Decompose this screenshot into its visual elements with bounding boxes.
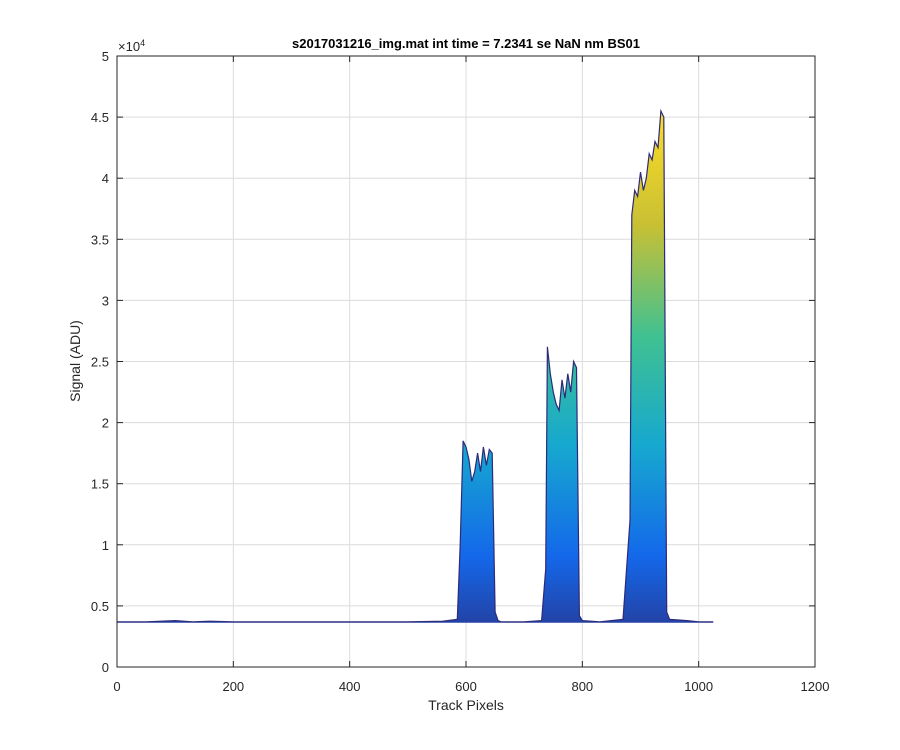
y-tick-label: 2.5 [91, 355, 109, 370]
chart-title: s2017031216_img.mat int time = 7.2341 se… [292, 36, 640, 51]
y-exponent-label: ×104 [118, 38, 145, 54]
x-tick-label: 1200 [801, 679, 830, 694]
y-tick-label: 4 [102, 171, 109, 186]
y-tick-label: 0 [102, 660, 109, 675]
x-axis-label: Track Pixels [428, 697, 504, 713]
y-tick-label: 2 [102, 416, 109, 431]
x-tick-label: 600 [455, 679, 477, 694]
y-exponent-power: 4 [140, 38, 145, 48]
x-tick-label: 400 [339, 679, 361, 694]
y-tick-label: 3 [102, 293, 109, 308]
x-tick-label: 0 [113, 679, 120, 694]
y-axis-label: Signal (ADU) [67, 320, 83, 402]
x-tick-label: 1000 [684, 679, 713, 694]
signal-area [117, 111, 714, 623]
y-tick-label: 5 [102, 49, 109, 64]
series-layer [117, 108, 714, 623]
x-tick-label: 800 [571, 679, 593, 694]
y-exponent-base: ×10 [118, 39, 140, 54]
y-tick-label: 1 [102, 538, 109, 553]
signal-line [117, 108, 714, 623]
x-tick-label: 200 [222, 679, 244, 694]
y-tick-label: 1.5 [91, 477, 109, 492]
y-tick-label: 0.5 [91, 599, 109, 614]
y-tick-label: 3.5 [91, 232, 109, 247]
y-tick-label: 4.5 [91, 110, 109, 125]
ticks: 0 200 400 600 800 1000 1200 0 0.5 1 1.5 2 2.5 3 3.5 4 4.… [91, 49, 830, 694]
